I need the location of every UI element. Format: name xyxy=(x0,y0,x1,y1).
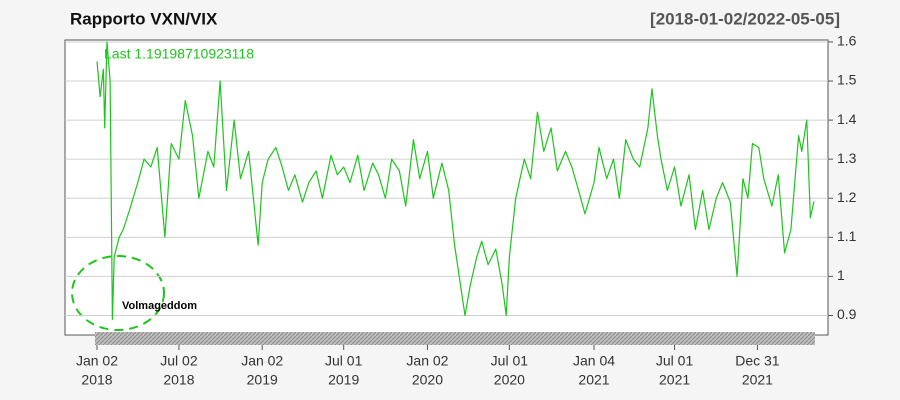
x-tick-label: 2019 xyxy=(328,372,359,388)
y-tick-label: 1.1 xyxy=(837,228,857,244)
x-tick-label: 2021 xyxy=(742,372,773,388)
x-tick-label: Jan 02 xyxy=(241,353,283,369)
marks xyxy=(96,41,815,320)
x-tick-label: Jul 02 xyxy=(160,353,198,369)
y-tick-label: 1 xyxy=(837,267,845,283)
x-tick-label: 2018 xyxy=(163,372,194,388)
x-tick-label: 2020 xyxy=(412,372,443,388)
grid xyxy=(65,41,833,350)
x-tick-label: Jul 01 xyxy=(491,353,529,369)
x-tick-label: Jul 01 xyxy=(325,353,363,369)
y-tick-label: 1.6 xyxy=(837,33,857,49)
annotation: Volmageddom xyxy=(122,300,197,312)
x-tick-label: 2021 xyxy=(578,372,609,388)
annotation-circle xyxy=(71,255,165,331)
x-tick-label: Jul 01 xyxy=(656,353,694,369)
x-tick-label: 2020 xyxy=(494,372,525,388)
y-tick-label: 1.5 xyxy=(837,72,857,88)
y-tick-label: 0.9 xyxy=(837,306,857,322)
range-bar xyxy=(95,332,815,345)
x-tick-label: Dec 31 xyxy=(735,353,780,369)
x-tick-label: 2019 xyxy=(247,372,278,388)
x-tick-label: Jan 02 xyxy=(406,353,448,369)
y-tick-label: 1.4 xyxy=(837,111,857,127)
x-tick-label: Jan 04 xyxy=(573,353,615,369)
date-range: [2018-01-02/2022-05-05] xyxy=(650,9,840,28)
x-tick-label: 2021 xyxy=(659,372,690,388)
x-tick-label: Jan 02 xyxy=(76,353,118,369)
plot-area xyxy=(64,39,829,336)
x-tick-label: 2018 xyxy=(81,372,112,388)
series-line xyxy=(96,41,815,320)
y-tick-label: 1.2 xyxy=(837,189,857,205)
last-value: Last 1.19198710923118 xyxy=(104,46,254,62)
y-tick-label: 1.3 xyxy=(837,150,857,166)
chart-title: Rapporto VXN/VIX xyxy=(70,9,218,28)
